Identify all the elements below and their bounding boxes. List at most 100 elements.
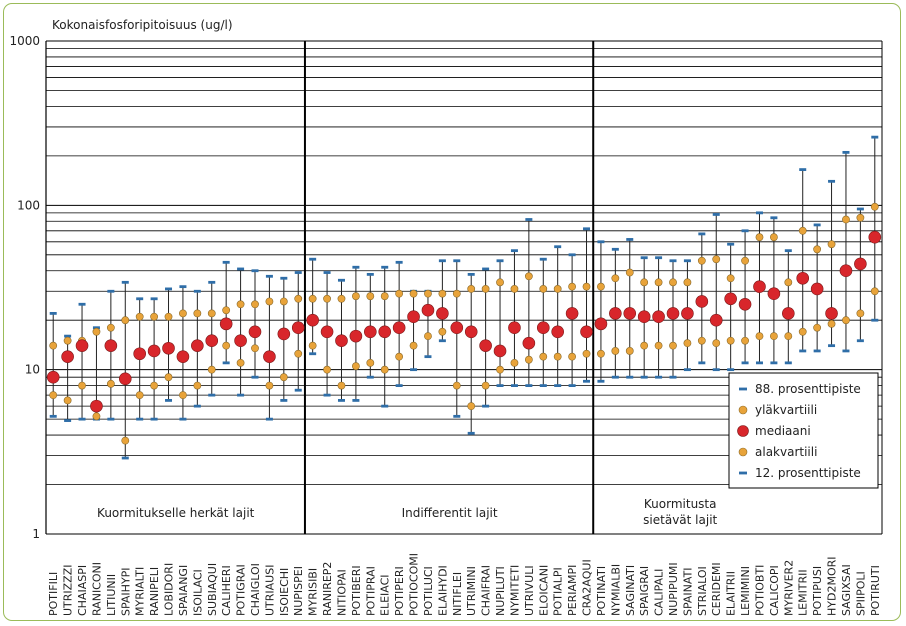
species-potiruti — [868, 135, 882, 322]
category-label: POTIOBTI — [753, 565, 766, 616]
category-label: ELAIHYDI — [436, 565, 449, 616]
species-myriver2 — [782, 249, 795, 365]
p12-marker — [856, 339, 864, 343]
legend-label: 12. prosenttipiste — [755, 466, 861, 480]
p12-marker — [655, 375, 663, 379]
q3-marker — [63, 336, 72, 345]
species-caliheri — [219, 260, 233, 365]
q1-marker — [409, 341, 418, 350]
median-marker — [839, 264, 853, 278]
p88-marker — [92, 326, 100, 330]
median-marker — [133, 347, 146, 361]
median-marker — [810, 282, 824, 296]
p88-marker — [193, 289, 201, 293]
q1-marker — [121, 436, 130, 445]
median-marker — [75, 339, 89, 352]
q3-marker — [438, 289, 447, 298]
median-marker — [450, 321, 464, 335]
q1-marker — [337, 381, 346, 390]
p12-marker — [107, 417, 115, 421]
p12-marker — [467, 431, 475, 435]
p12-marker — [568, 384, 576, 387]
legend-label: alakvartiili — [755, 445, 817, 459]
q1-marker — [49, 391, 58, 400]
species-hyd2mori — [825, 179, 838, 348]
species-utrivuli — [522, 218, 536, 387]
species-nymiteti — [508, 249, 521, 387]
q3-marker — [856, 213, 865, 222]
q3-marker — [769, 233, 778, 242]
q1-marker — [222, 341, 231, 350]
median-marker — [767, 287, 781, 300]
q3-marker — [106, 323, 115, 332]
q3-marker — [452, 289, 461, 298]
q3-marker — [611, 274, 620, 283]
category-label: NITIFLEI — [451, 572, 464, 616]
p88-marker — [698, 232, 706, 236]
q3-marker — [150, 312, 159, 321]
q1-marker — [424, 332, 432, 341]
p88-marker — [640, 256, 648, 260]
median-marker — [522, 336, 536, 350]
species-chaiaspi — [75, 302, 89, 421]
q1-marker — [395, 352, 404, 361]
p88-marker — [539, 257, 547, 261]
p88-marker — [395, 260, 403, 264]
q3-marker — [409, 289, 418, 298]
y-tick-label: 1 — [32, 527, 40, 541]
p12-marker — [453, 414, 461, 418]
p88-marker — [755, 211, 763, 215]
species-isoiechi — [277, 276, 291, 402]
median-marker — [349, 329, 363, 343]
median-marker — [392, 321, 406, 335]
category-label: CALICOPI — [768, 565, 781, 616]
species-subiaqui — [205, 280, 219, 397]
species-chaigloi — [248, 269, 262, 379]
q1-marker — [467, 402, 476, 411]
q1-marker — [351, 362, 360, 371]
median-marker — [407, 310, 420, 324]
legend-label: mediaani — [755, 424, 811, 438]
category-label: MYRISIBI — [307, 568, 320, 616]
q3-marker — [222, 306, 231, 315]
median-marker — [753, 280, 766, 293]
p12-marker — [554, 384, 562, 387]
species-potiluci — [421, 289, 435, 359]
p12-marker — [136, 417, 144, 421]
q3-marker — [179, 309, 187, 318]
legend: 88. prosenttipiste yläkvartiili mediaani al… — [728, 372, 879, 489]
q3-marker — [164, 312, 173, 321]
q1-marker — [597, 349, 605, 358]
median-marker — [695, 295, 709, 308]
q3-marker — [265, 297, 274, 306]
q1-marker — [92, 412, 101, 421]
p12-marker — [871, 318, 879, 322]
q1-marker — [654, 341, 663, 350]
group-dividers — [303, 41, 595, 534]
median-marker — [176, 350, 190, 363]
category-label: ISOILACI — [191, 569, 204, 616]
q1-marker — [438, 327, 447, 336]
median-marker — [277, 327, 291, 341]
category-label: NUPIPUMI — [667, 562, 680, 616]
p88-marker — [727, 242, 735, 246]
p88-marker — [121, 280, 129, 284]
p12-marker — [698, 361, 706, 365]
species-eloicani — [536, 257, 550, 387]
species-spaiangi — [176, 285, 190, 421]
p88-marker — [136, 297, 144, 301]
category-label: CERIDEMI — [710, 562, 723, 616]
p88-marker — [222, 260, 230, 264]
p12-marker — [265, 417, 273, 421]
y-tick-labels: 1 10 100 1000 — [9, 34, 40, 541]
p88-marker — [280, 276, 288, 280]
category-label: MYRIALTI — [134, 567, 147, 616]
category-label: SPAIHYPI — [119, 567, 132, 616]
species-ceridemi — [709, 213, 723, 372]
p12-marker — [755, 361, 763, 365]
median-marker — [335, 334, 348, 348]
median-marker — [724, 292, 737, 306]
p12-marker — [64, 419, 72, 422]
q1-marker — [366, 358, 375, 367]
q3-marker — [49, 341, 58, 350]
